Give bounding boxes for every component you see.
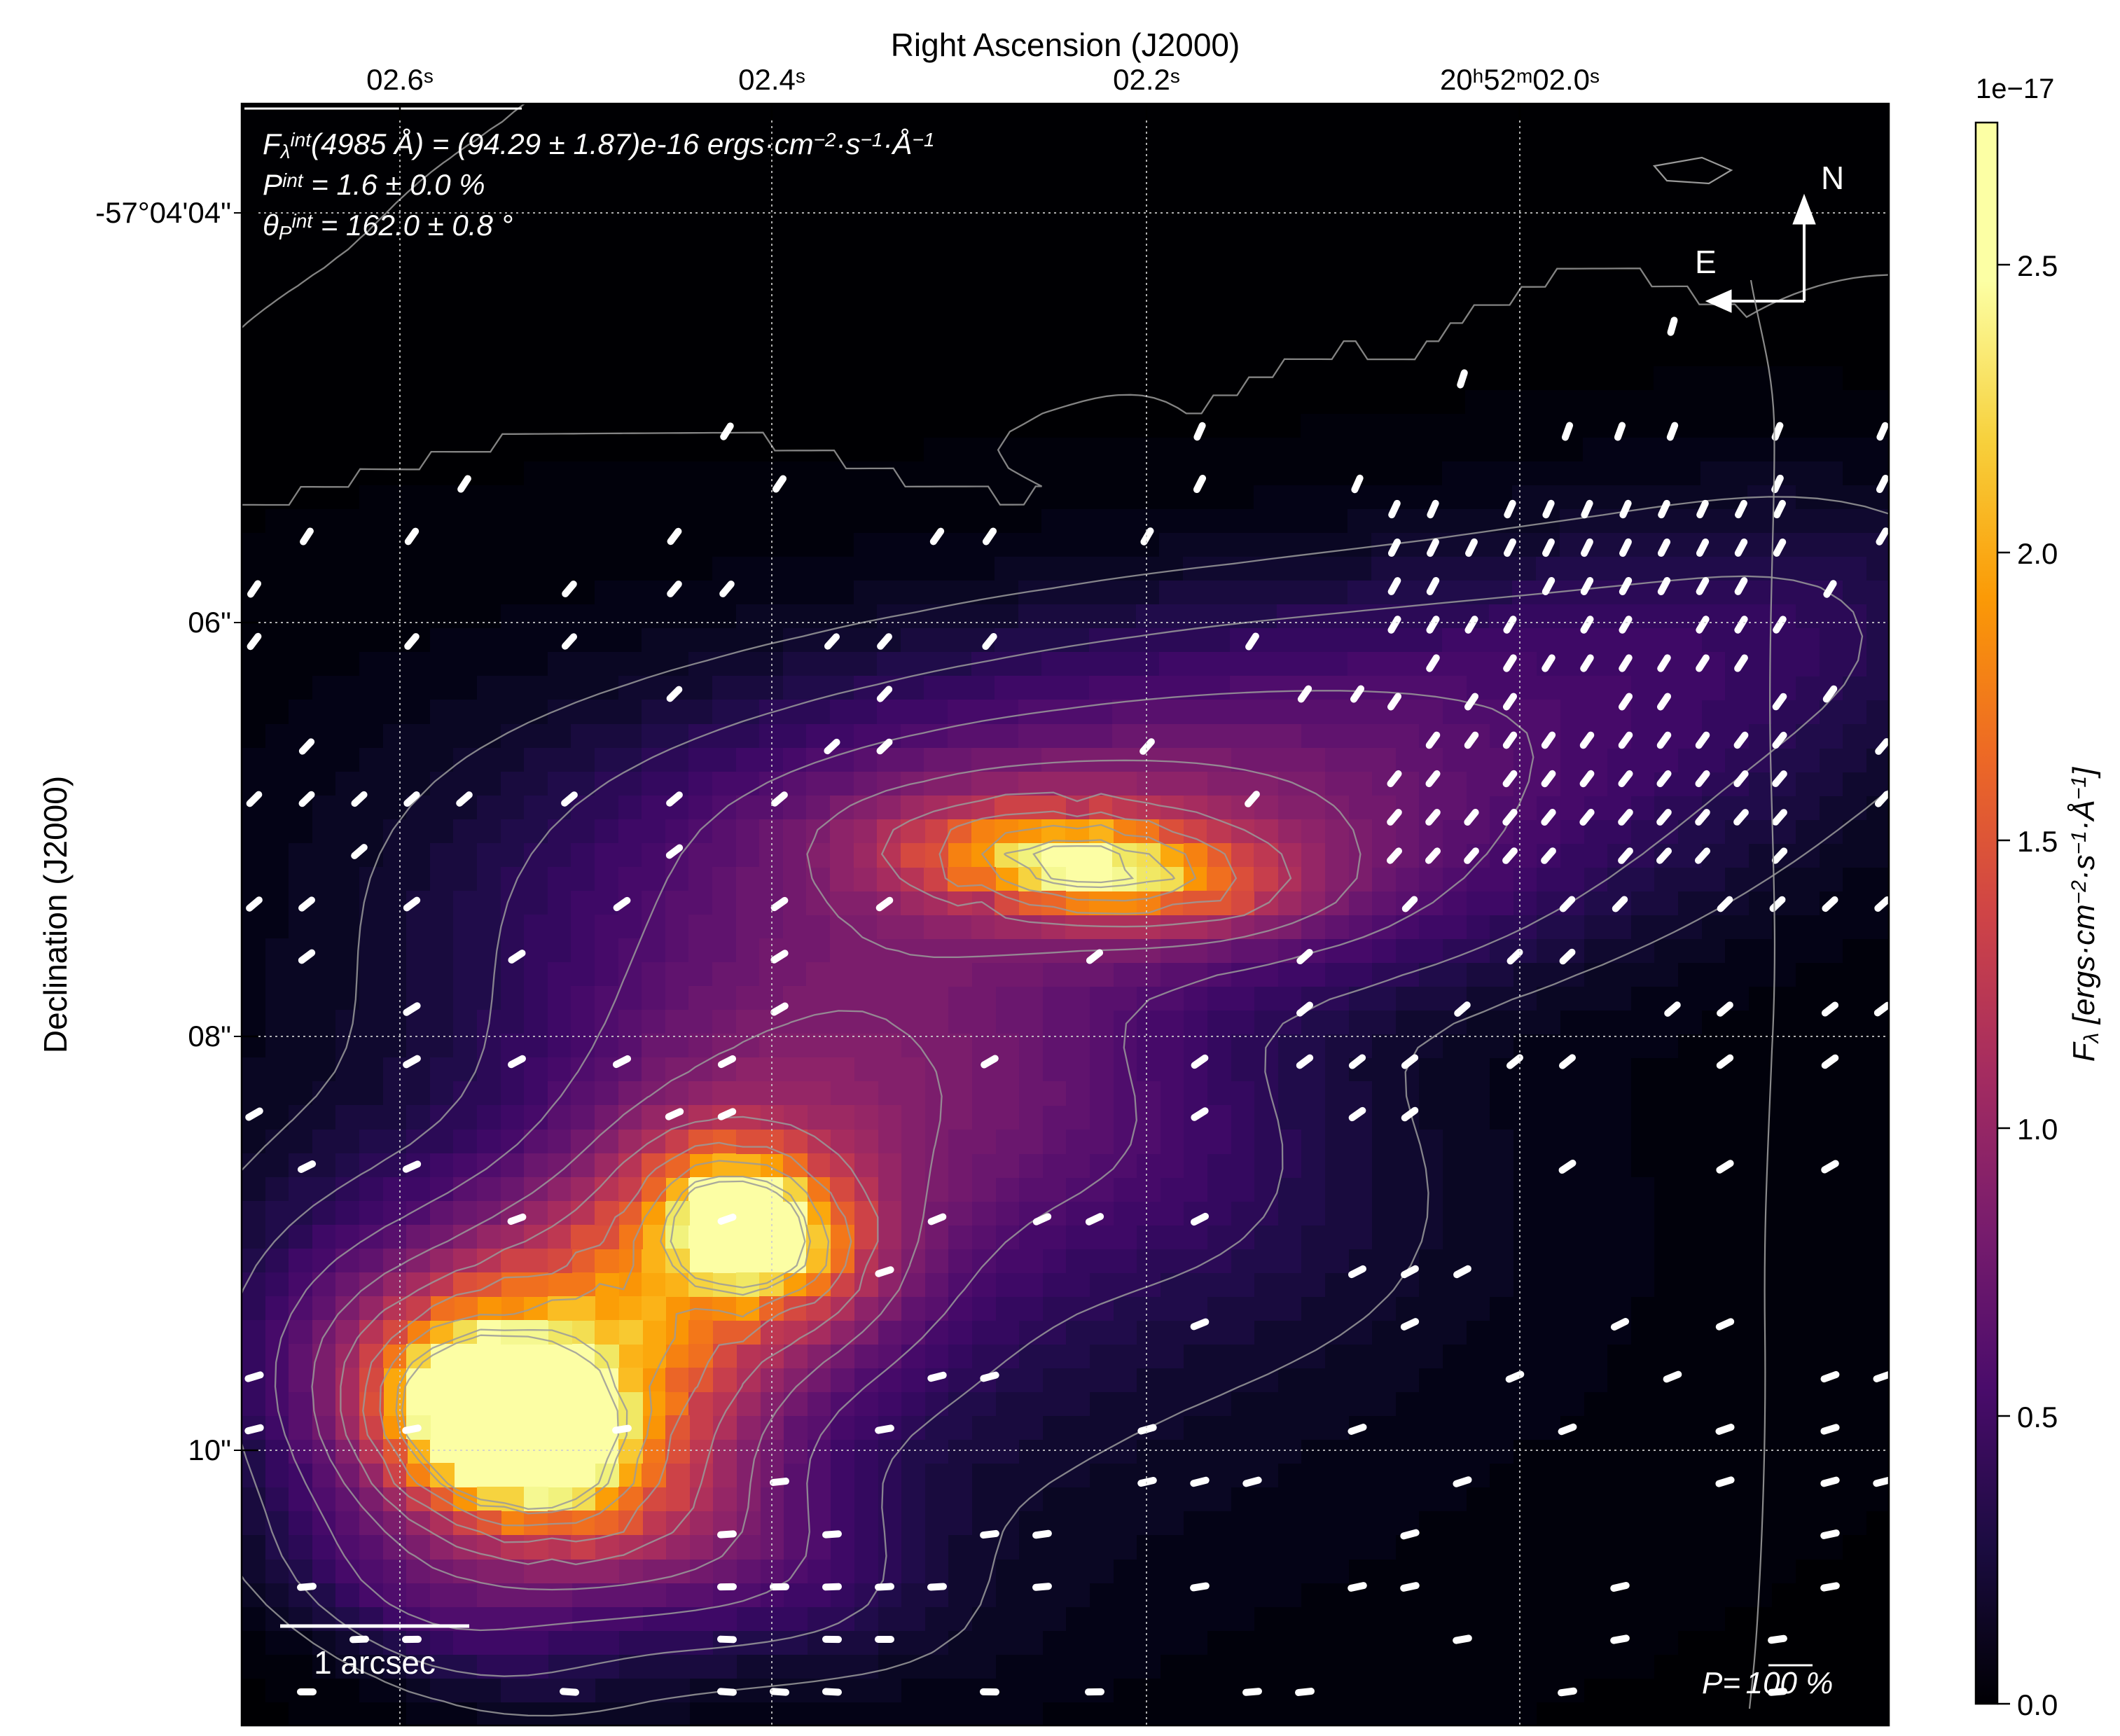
svg-text:E: E: [1695, 244, 1717, 280]
svg-text:1e−17: 1e−17: [1976, 74, 2054, 104]
svg-text:-57°04'04": -57°04'04": [95, 196, 231, 229]
svg-text:Right Ascension (J2000): Right Ascension (J2000): [891, 27, 1240, 63]
svg-text:02.6s: 02.6s: [366, 63, 434, 96]
svg-text:1 arcsec: 1 arcsec: [314, 1644, 436, 1681]
svg-text:Declination (J2000): Declination (J2000): [37, 776, 74, 1053]
svg-text:Fλ [ergs·cm−2·s−1·Å−1]: Fλ [ergs·cm−2·s−1·Å−1]: [2067, 766, 2103, 1062]
svg-text:06": 06": [188, 606, 231, 639]
svg-text:N: N: [1821, 160, 1844, 196]
svg-text:1.5: 1.5: [2017, 825, 2058, 858]
svg-text:10": 10": [188, 1433, 231, 1466]
svg-text:0.0: 0.0: [2017, 1688, 2058, 1721]
svg-text:100 %: 100 %: [1746, 1666, 1834, 1700]
svg-text:0.5: 0.5: [2017, 1401, 2058, 1433]
svg-text:08": 08": [188, 1020, 231, 1053]
svg-text:P=: P=: [1702, 1666, 1740, 1700]
svg-text:02.4s: 02.4s: [738, 63, 805, 96]
svg-text:2.0: 2.0: [2017, 537, 2058, 570]
svg-text:2.5: 2.5: [2017, 249, 2058, 282]
svg-text:1.0: 1.0: [2017, 1113, 2058, 1146]
svg-text:02.2s: 02.2s: [1113, 63, 1180, 96]
